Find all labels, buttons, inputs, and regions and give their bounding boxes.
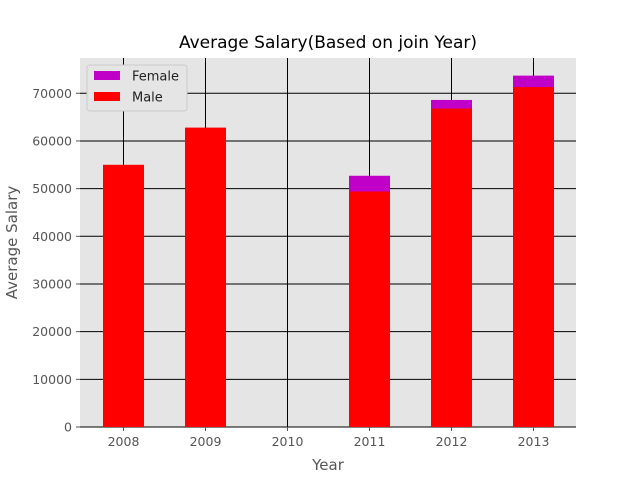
bar-male-2009 [185,127,226,428]
bars [103,75,554,428]
bar-male-2011 [349,191,390,427]
x-axis-label: Year [311,456,345,474]
legend-swatch-female [94,71,120,80]
bar-male-2012 [431,108,472,427]
y-tick-label: 40000 [32,229,72,244]
y-tick-label: 20000 [32,324,72,339]
chart-title: Average Salary(Based on join Year) [179,33,477,53]
legend: Female Male [86,64,188,112]
x-tick-label: 2008 [108,434,140,449]
legend-swatch-male [94,92,120,101]
horizontal-gridlines [80,92,576,428]
y-tick-labels: 0 10000 20000 30000 40000 50000 60000 70000 [32,86,80,435]
y-tick-label: 60000 [32,133,72,148]
y-tick-label: 10000 [32,372,72,387]
x-tick-label: 2010 [272,434,304,449]
y-axis-label: Average Salary [3,186,21,300]
x-tick-label: 2011 [354,434,386,449]
y-tick-label: 30000 [32,276,72,291]
bar-male-2013 [513,87,554,428]
x-tick-label: 2012 [436,434,468,449]
y-tick-label: 0 [64,420,72,435]
legend-label-female: Female [132,70,179,85]
x-tick-labels: 2008 2009 2010 2011 2012 2013 [108,427,550,449]
y-tick-label: 70000 [32,86,72,101]
y-tick-label: 50000 [32,181,72,196]
x-tick-label: 2009 [190,434,222,449]
bar-male-2008 [103,164,144,427]
x-tick-label: 2013 [518,434,550,449]
legend-label-male: Male [132,91,163,106]
plot-area [80,58,576,427]
